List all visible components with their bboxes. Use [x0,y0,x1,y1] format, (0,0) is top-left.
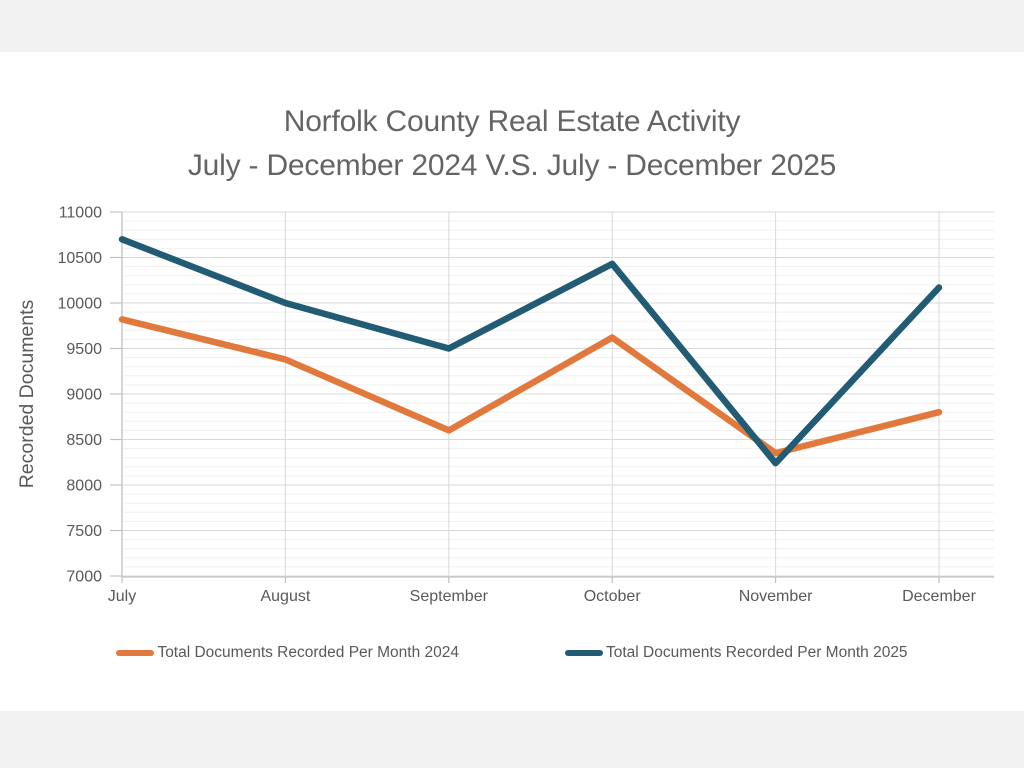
chart-legend: Total Documents Recorded Per Month 2024 … [0,644,1024,662]
y-tick-label: 8500 [66,432,102,449]
legend-label-2025: Total Documents Recorded Per Month 2025 [606,644,908,661]
y-tick-label: 7500 [66,523,102,540]
y-tick-label: 8000 [66,478,102,495]
chart-title: Norfolk County Real Estate Activity July… [0,100,1024,188]
x-tick-label: October [584,588,642,605]
x-gridlines [284,212,940,577]
y-axis-title: Recorded Documents [16,299,38,488]
y-minor-gridlines [122,220,994,568]
chart-title-line1: Norfolk County Real Estate Activity [283,105,741,138]
y-tick-label: 7000 [66,569,102,586]
chart-title-line2: July - December 2024 V.S. July - Decembe… [187,149,837,182]
legend-item-2024: Total Documents Recorded Per Month 2024 [116,644,459,662]
legend-swatch-2024 [116,650,155,656]
y-tick-label: 10000 [58,296,103,313]
y-tick-label: 9500 [66,341,102,358]
y-tick-labels: 7000 7500 8000 8500 9000 9500 10000 10500 11000 [58,205,103,586]
x-tick-label: December [902,588,976,605]
axis-ticks [110,211,940,583]
legend-label-2024: Total Documents Recorded Per Month 2024 [157,644,459,661]
x-tick-labels: July August September October November Decemb… [108,588,977,605]
legend-swatch-2025 [565,650,603,656]
y-tick-label: 11000 [59,205,102,222]
y-tick-label: 9000 [66,387,102,404]
series-line-2024 [118,316,943,457]
x-tick-label: November [739,588,813,605]
x-tick-label: July [108,588,136,605]
x-tick-label: August [260,588,310,605]
x-tick-label: September [410,588,489,605]
y-tick-label: 10500 [58,250,103,267]
y-major-gridlines [122,211,994,577]
legend-item-2025: Total Documents Recorded Per Month 2025 [565,644,908,662]
series-line-2025 [118,236,943,467]
